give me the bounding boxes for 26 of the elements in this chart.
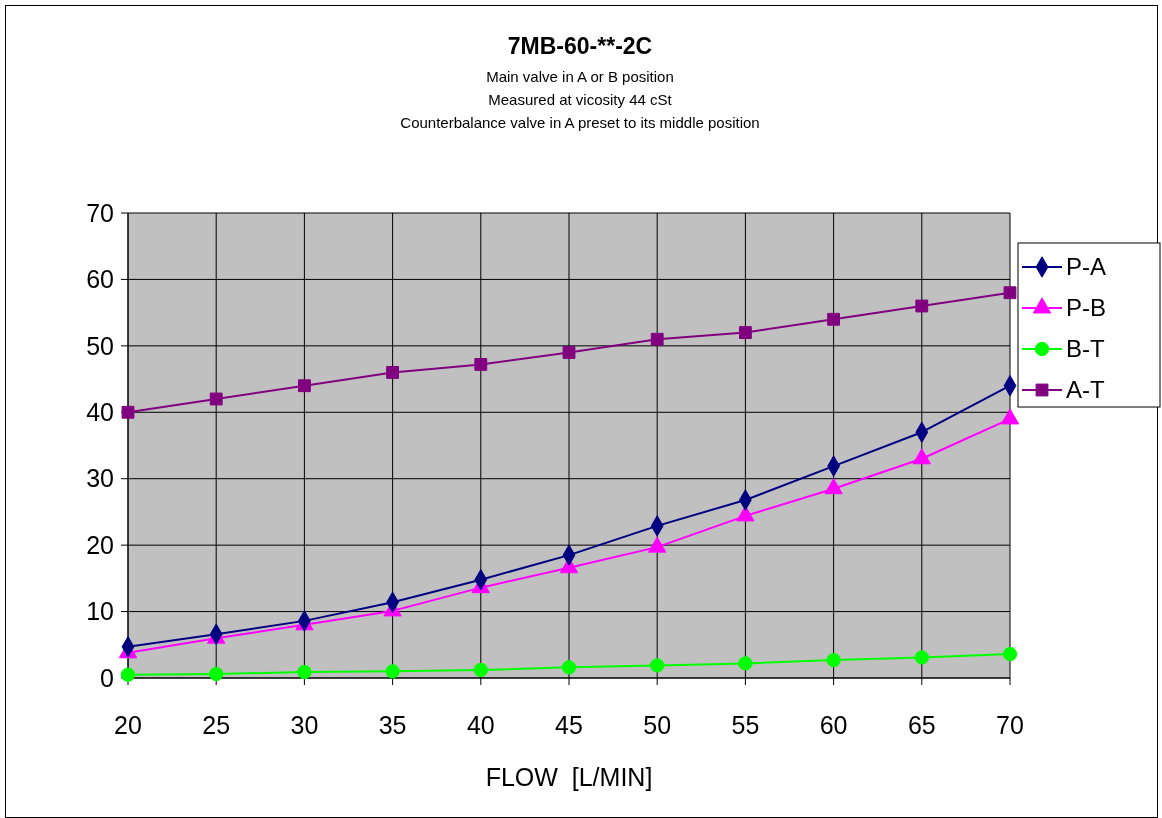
y-tick-label: 40 — [86, 398, 114, 427]
chart-title: 7MB-60-**-2C — [507, 33, 653, 59]
x-tick-label: 20 — [114, 711, 142, 739]
y-tick-label: 30 — [86, 464, 114, 493]
legend-label: A-T — [1066, 376, 1105, 404]
x-tick-label: 60 — [819, 711, 848, 739]
x-tick-label: 55 — [731, 711, 760, 739]
x-tick-label: 30 — [290, 711, 319, 739]
legend-label: P-B — [1066, 294, 1107, 322]
x-tick-label: 40 — [466, 711, 495, 739]
legend-label: B-T — [1066, 335, 1105, 363]
chart-subtitle: Main valve in A or B position Measured at vicosity 44 cSt Counterbalance valve in A preset to its middle position — [400, 68, 760, 131]
x-tick-label: 70 — [996, 711, 1024, 739]
y-tick-label: 20 — [86, 530, 114, 559]
y-tick-label: 60 — [86, 265, 114, 294]
legend-label: P-A — [1066, 253, 1107, 281]
x-tick-label: 35 — [378, 711, 407, 739]
x-tick-label: 65 — [907, 711, 936, 739]
x-tick-label: 50 — [643, 711, 672, 739]
x-tick-label: 25 — [202, 711, 231, 739]
x-tick-label: 45 — [555, 711, 583, 739]
y-tick-label: 50 — [86, 331, 114, 360]
x-axis-title: FLOW [L/MIN] — [485, 763, 653, 791]
y-tick-label: 0 — [100, 663, 114, 692]
y-tick-label: 70 — [86, 198, 114, 227]
y-tick-label: 10 — [86, 597, 114, 626]
